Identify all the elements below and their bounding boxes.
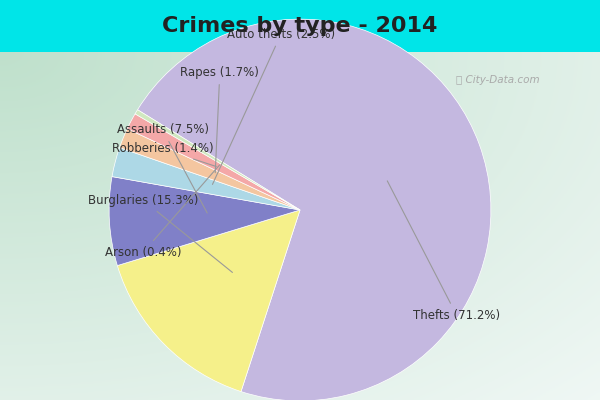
Wedge shape (119, 129, 300, 210)
Text: Auto thefts (2.5%): Auto thefts (2.5%) (212, 28, 335, 184)
Wedge shape (135, 110, 300, 210)
Wedge shape (112, 148, 300, 210)
Text: Assaults (7.5%): Assaults (7.5%) (116, 123, 209, 213)
Wedge shape (118, 210, 300, 392)
Wedge shape (127, 114, 300, 210)
Text: Crimes by type - 2014: Crimes by type - 2014 (163, 16, 437, 36)
Text: Arson (0.4%): Arson (0.4%) (105, 165, 220, 258)
Text: Burglaries (15.3%): Burglaries (15.3%) (88, 194, 232, 272)
Text: Robberies (1.4%): Robberies (1.4%) (112, 142, 216, 166)
Text: Thefts (71.2%): Thefts (71.2%) (387, 181, 500, 322)
Wedge shape (109, 176, 300, 266)
Wedge shape (137, 19, 491, 400)
Text: ⓘ City-Data.com: ⓘ City-Data.com (456, 75, 539, 85)
Text: Rapes (1.7%): Rapes (1.7%) (181, 66, 259, 173)
